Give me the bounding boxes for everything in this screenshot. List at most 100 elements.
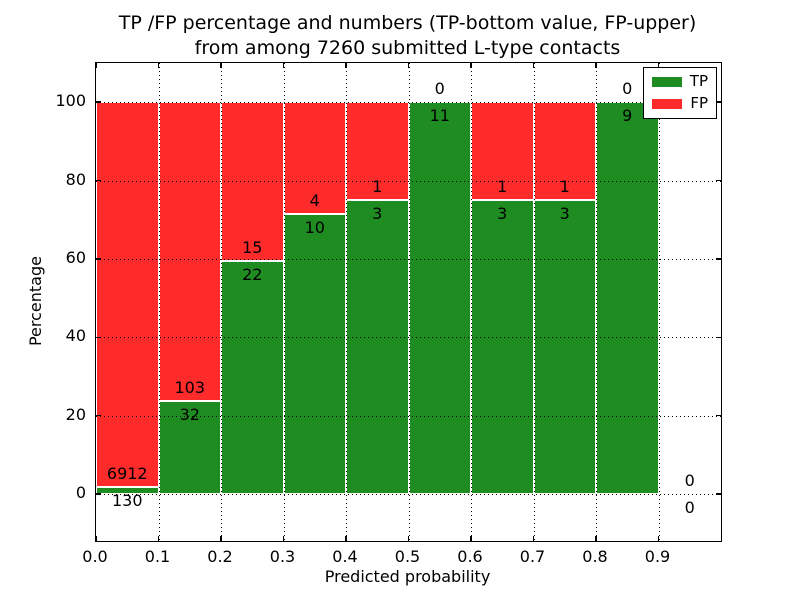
y-tick-mark	[96, 258, 101, 260]
tp-count-label: 3	[559, 204, 570, 224]
fp-bar-segment	[533, 102, 596, 201]
x-tick-label: 0.4	[332, 547, 358, 566]
legend-label-fp: FP	[690, 94, 708, 112]
gridline-horizontal	[96, 337, 721, 339]
x-tick-label: 0.2	[207, 547, 233, 566]
x-tick-mark	[532, 63, 535, 68]
fp-count-label: 103	[174, 378, 206, 398]
fp-count-label: 0	[684, 470, 695, 490]
x-tick-mark	[282, 536, 285, 541]
tp-bar-segment	[408, 102, 471, 494]
tp-color-swatch-icon	[652, 76, 682, 87]
x-tick-mark	[407, 536, 410, 541]
y-tick-label: 20	[65, 404, 86, 424]
y-tick-label: 60	[65, 247, 86, 267]
x-tick-label: 0.0	[82, 547, 108, 566]
gridline-vertical	[471, 63, 472, 541]
gridline-horizontal	[96, 180, 721, 182]
fp-bar-segment	[346, 102, 409, 201]
gridline-vertical	[408, 63, 410, 541]
x-tick-mark	[657, 536, 660, 541]
y-tick-mark	[716, 493, 721, 495]
fp-bar-segment	[96, 102, 159, 487]
y-tick-label: 0	[75, 482, 86, 502]
x-tick-mark	[595, 536, 597, 541]
fp-count-label: 0	[622, 79, 633, 99]
y-tick-mark	[96, 414, 101, 417]
x-tick-mark	[657, 63, 660, 68]
y-tick-mark	[716, 101, 721, 103]
plot-area: 6912 130 103 32 15 22 4 10 1 3 0 11 1 3 1 3 0 9 0 0	[95, 62, 722, 542]
gridline-vertical	[596, 63, 597, 541]
chart-title: TP /FP percentage and numbers (TP-bottom…	[95, 11, 720, 61]
tp-count-label: 9	[622, 106, 633, 126]
x-tick-mark	[282, 63, 285, 68]
y-tick-mark	[96, 336, 101, 338]
x-tick-label: 0.1	[144, 547, 171, 566]
x-tick-mark	[220, 63, 222, 68]
y-tick-mark	[96, 101, 101, 103]
tp-bar-segment	[471, 200, 534, 494]
x-tick-label: 0.3	[269, 547, 296, 566]
x-tick-mark	[470, 536, 472, 541]
legend-label-tp: TP	[689, 72, 708, 90]
x-tick-mark	[220, 536, 222, 541]
gridline-horizontal	[96, 493, 721, 495]
x-tick-mark	[595, 63, 597, 68]
fp-bar-segment	[158, 102, 221, 402]
y-axis-label: Percentage	[26, 256, 45, 347]
y-tick-label: 40	[65, 326, 86, 346]
y-tick-mark	[96, 179, 101, 182]
tp-bar-segment	[283, 214, 346, 494]
x-tick-label: 0.6	[457, 547, 483, 566]
tp-count-label: 130	[111, 490, 143, 510]
y-tick-mark	[96, 493, 101, 495]
gridline-vertical	[158, 63, 160, 541]
fp-count-label: 15	[242, 238, 263, 258]
x-tick-label: 0.5	[394, 547, 421, 566]
y-tick-mark	[716, 179, 721, 182]
chart-title-line2: from among 7260 submitted L-type contact…	[194, 37, 621, 59]
fp-count-label: 4	[309, 191, 320, 211]
x-tick-mark	[345, 63, 347, 68]
x-tick-label: 0.8	[582, 547, 608, 566]
x-tick-mark	[95, 63, 97, 68]
fp-color-swatch-icon	[652, 98, 682, 109]
gridline-vertical	[221, 63, 222, 541]
tp-bar-segment	[96, 486, 159, 494]
gridline-vertical	[533, 63, 535, 541]
tp-bar-segment	[533, 200, 596, 494]
x-tick-mark	[532, 536, 535, 541]
y-tick-label: 100	[55, 91, 86, 111]
tp-count-label: 22	[242, 265, 263, 285]
tp-bar-segment	[596, 102, 659, 494]
x-tick-mark	[407, 63, 410, 68]
tp-count-label: 32	[179, 405, 200, 425]
fp-count-label: 1	[497, 177, 508, 197]
gridline-horizontal	[96, 102, 721, 104]
x-axis-label: Predicted probability	[324, 567, 491, 586]
gridline-vertical	[346, 63, 347, 541]
x-tick-label: 0.9	[644, 547, 671, 566]
tp-bar-segment	[221, 261, 284, 494]
y-tick-label: 80	[65, 169, 86, 189]
chart-title-line1: TP /FP percentage and numbers (TP-bottom…	[118, 12, 697, 34]
x-tick-mark	[157, 536, 160, 541]
gridline-vertical	[658, 63, 660, 541]
legend-entry-tp: TP	[652, 74, 708, 89]
x-tick-mark	[157, 63, 160, 68]
x-tick-label: 0.7	[519, 547, 546, 566]
gridline-vertical	[283, 63, 285, 541]
tp-count-label: 0	[684, 497, 695, 517]
tp-bar-segment	[346, 200, 409, 494]
legend: TP FP	[643, 67, 717, 119]
legend-entry-fp: FP	[652, 96, 708, 111]
tp-count-label: 3	[372, 204, 383, 224]
fp-count-label: 0	[434, 79, 445, 99]
y-tick-mark	[716, 336, 721, 338]
fp-count-label: 1	[372, 177, 383, 197]
x-tick-mark	[95, 536, 97, 541]
y-tick-mark	[716, 258, 721, 260]
fp-count-label: 6912	[106, 463, 148, 483]
